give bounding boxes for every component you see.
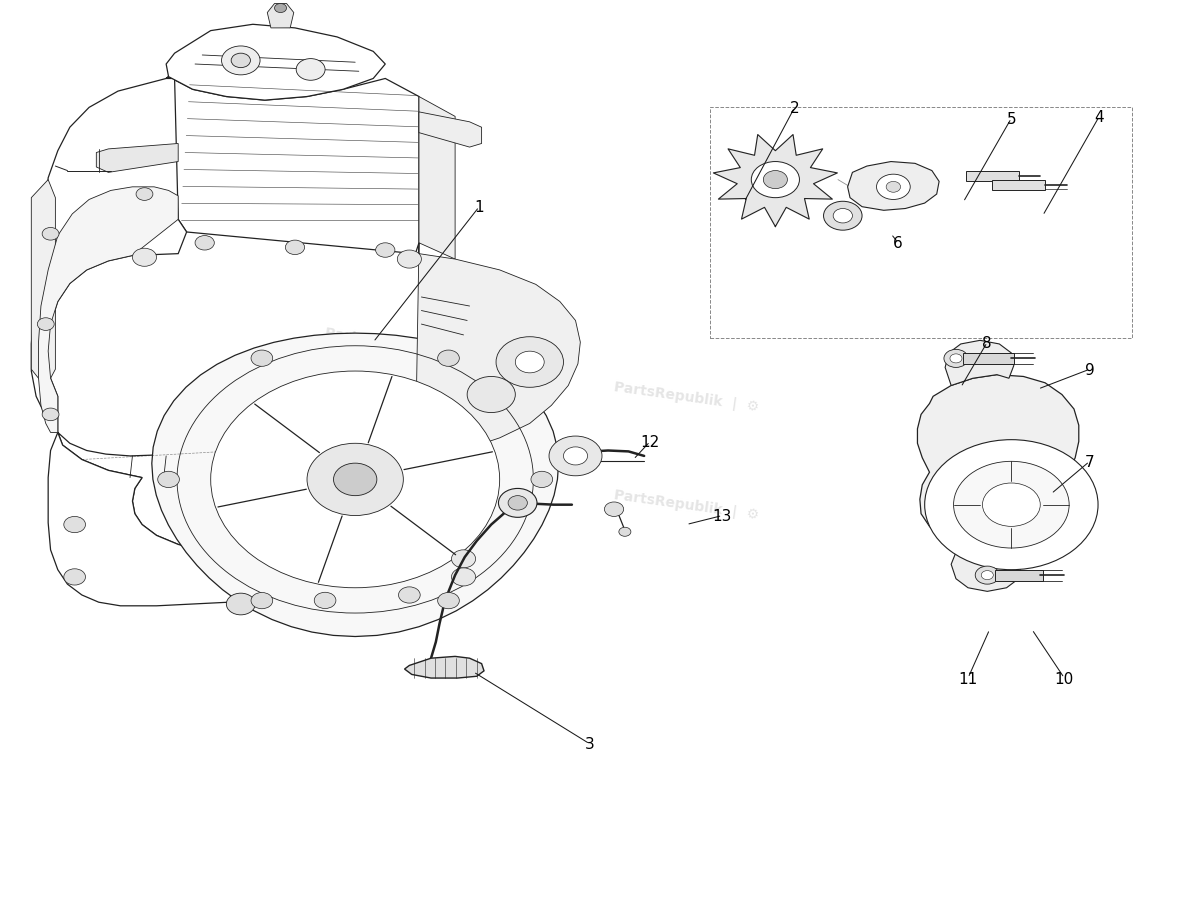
Circle shape: [42, 409, 59, 421]
Polygon shape: [152, 334, 559, 637]
Circle shape: [37, 318, 54, 331]
Text: PartsRepublik  |  ⚙: PartsRepublik | ⚙: [324, 326, 471, 360]
Circle shape: [399, 587, 420, 603]
Text: 3: 3: [585, 737, 595, 751]
Polygon shape: [848, 162, 939, 211]
Circle shape: [334, 464, 377, 496]
Polygon shape: [415, 244, 580, 456]
Text: 6: 6: [893, 236, 903, 251]
Circle shape: [132, 249, 157, 267]
Circle shape: [982, 483, 1040, 527]
Circle shape: [501, 491, 535, 516]
Polygon shape: [714, 135, 837, 227]
Text: 8: 8: [982, 336, 992, 350]
Polygon shape: [966, 171, 1019, 182]
Text: 5: 5: [1007, 112, 1016, 126]
Circle shape: [158, 472, 179, 488]
Circle shape: [136, 189, 153, 201]
Circle shape: [231, 54, 250, 69]
Circle shape: [619, 528, 631, 537]
Circle shape: [314, 593, 336, 609]
Circle shape: [42, 228, 59, 241]
Circle shape: [604, 502, 624, 517]
Circle shape: [252, 351, 272, 367]
Circle shape: [981, 571, 993, 580]
Circle shape: [508, 496, 527, 511]
Polygon shape: [166, 78, 419, 254]
Bar: [710, 108, 1132, 338]
Circle shape: [763, 171, 787, 189]
Circle shape: [296, 60, 325, 81]
Text: 7: 7: [1085, 455, 1094, 469]
Polygon shape: [31, 79, 512, 566]
Circle shape: [496, 337, 563, 388]
Circle shape: [751, 162, 799, 198]
Circle shape: [250, 593, 272, 609]
Polygon shape: [166, 25, 385, 101]
Circle shape: [975, 566, 999, 584]
Circle shape: [211, 372, 500, 588]
Circle shape: [467, 377, 515, 413]
Text: 12: 12: [641, 435, 660, 449]
Circle shape: [64, 517, 85, 533]
Polygon shape: [39, 188, 178, 433]
Circle shape: [549, 437, 602, 476]
Text: PartsRepublik  |  ⚙: PartsRepublik | ⚙: [613, 380, 760, 414]
Circle shape: [531, 472, 553, 488]
Text: 4: 4: [1094, 110, 1104, 124]
Text: PartsRepublik  |  ⚙: PartsRepublik | ⚙: [324, 434, 471, 468]
Text: PartsRepublik  |  ⚙: PartsRepublik | ⚙: [613, 488, 760, 522]
Text: 10: 10: [1055, 671, 1074, 686]
Circle shape: [954, 462, 1069, 548]
Polygon shape: [963, 354, 1014, 364]
Circle shape: [824, 202, 862, 231]
Text: 1: 1: [474, 200, 484, 215]
Circle shape: [226, 594, 255, 615]
Polygon shape: [995, 570, 1043, 581]
Circle shape: [195, 236, 214, 251]
Polygon shape: [945, 341, 1014, 386]
Circle shape: [452, 550, 476, 568]
Circle shape: [515, 352, 544, 373]
Polygon shape: [96, 144, 178, 173]
Circle shape: [950, 354, 962, 364]
Text: 11: 11: [958, 671, 978, 686]
Polygon shape: [419, 97, 455, 260]
Polygon shape: [992, 180, 1045, 191]
Circle shape: [563, 447, 588, 465]
Circle shape: [307, 444, 403, 516]
Text: 9: 9: [1085, 363, 1094, 377]
Circle shape: [833, 209, 852, 224]
Circle shape: [285, 241, 305, 255]
Polygon shape: [419, 113, 482, 148]
Circle shape: [437, 351, 460, 367]
Polygon shape: [267, 5, 294, 29]
Circle shape: [397, 251, 421, 269]
Circle shape: [925, 440, 1098, 570]
Circle shape: [498, 489, 537, 518]
Polygon shape: [48, 433, 465, 606]
Text: PartsRepublik  |  ⚙: PartsRepublik | ⚙: [324, 542, 471, 576]
Circle shape: [64, 569, 85, 585]
Polygon shape: [405, 657, 484, 678]
Circle shape: [886, 182, 901, 193]
Circle shape: [222, 47, 260, 76]
Text: 13: 13: [713, 509, 732, 523]
Circle shape: [437, 593, 460, 609]
Polygon shape: [917, 375, 1081, 554]
Circle shape: [376, 244, 395, 258]
Circle shape: [275, 5, 287, 14]
Circle shape: [877, 175, 910, 200]
Circle shape: [452, 568, 476, 586]
Polygon shape: [951, 547, 1021, 592]
Circle shape: [944, 350, 968, 368]
Text: 2: 2: [790, 101, 799, 115]
Polygon shape: [31, 180, 55, 388]
